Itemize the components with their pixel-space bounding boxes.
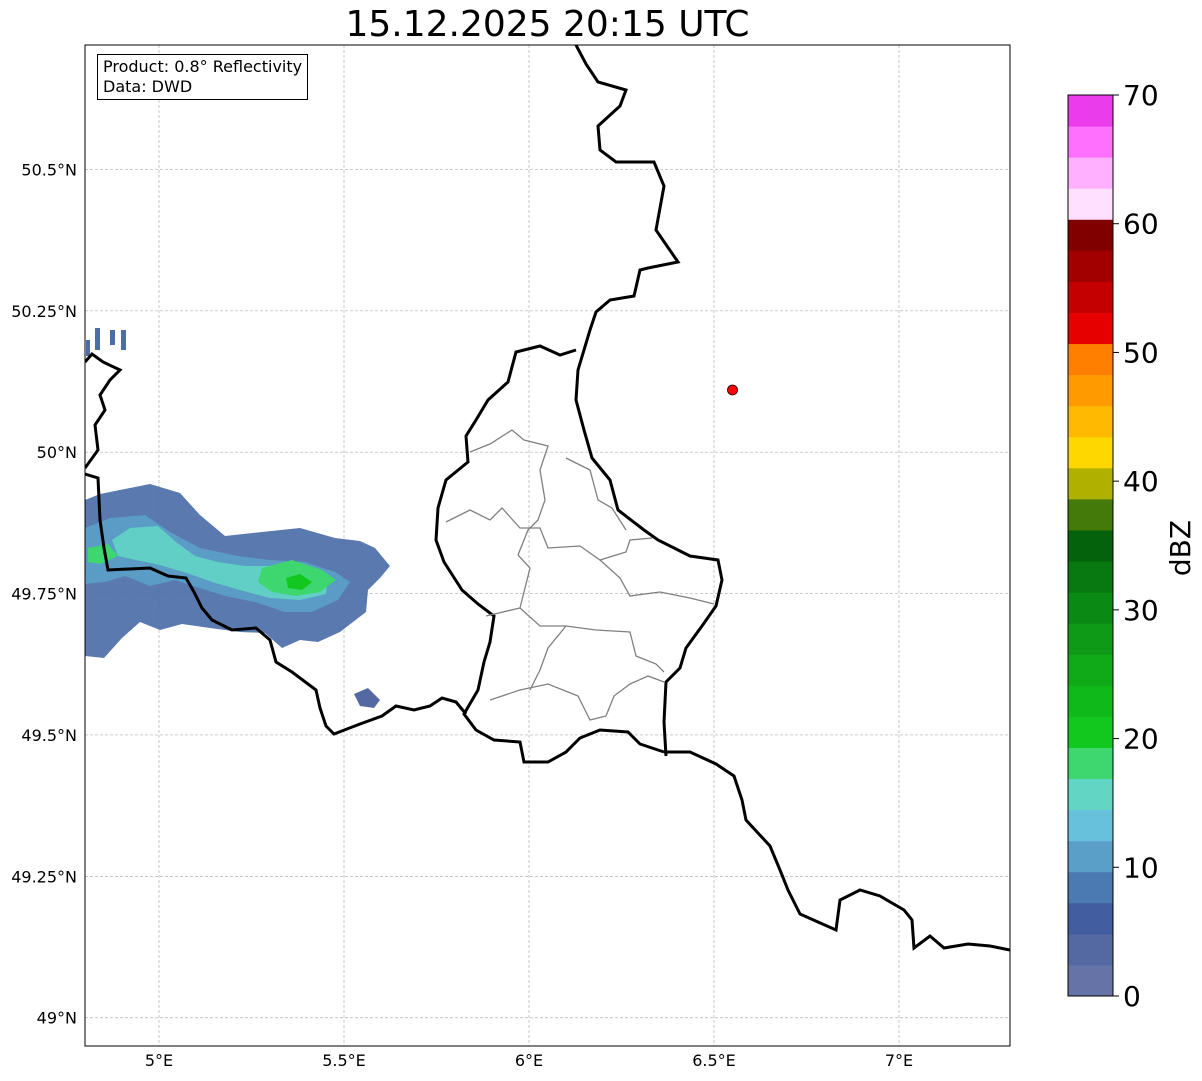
colorbar-tick-label: 20 bbox=[1123, 723, 1159, 756]
colorbar-swatch bbox=[1068, 685, 1113, 717]
lon-tick-label: 5.5°E bbox=[322, 1051, 366, 1070]
colorbar-label: dBZ bbox=[1164, 520, 1197, 576]
colorbar-swatch bbox=[1068, 561, 1113, 593]
colorbar-swatch bbox=[1068, 374, 1113, 407]
echo-speckle bbox=[286, 574, 312, 590]
colorbar-swatch bbox=[1068, 250, 1113, 282]
colorbar-swatch bbox=[1068, 281, 1113, 313]
colorbar-tick-label: 60 bbox=[1123, 208, 1159, 241]
colorbar-swatch bbox=[1068, 716, 1113, 748]
product-info-box: Product: 0.8° Reflectivity Data: DWD bbox=[97, 54, 309, 100]
colorbar-swatch bbox=[1068, 157, 1113, 189]
reflectivity-echoes bbox=[85, 328, 390, 708]
colorbar-tick-label: 0 bbox=[1123, 980, 1141, 1013]
colorbar-swatch bbox=[1068, 778, 1113, 811]
echo-patch-south bbox=[354, 688, 380, 708]
colorbar-swatch bbox=[1068, 405, 1113, 438]
colorbar-swatch bbox=[1068, 840, 1113, 873]
colorbar-swatch bbox=[1068, 188, 1113, 220]
source-label: Data: DWD bbox=[103, 77, 193, 96]
borders-layer bbox=[85, 45, 1010, 952]
echo-core-green-2 bbox=[88, 544, 118, 564]
colorbar-swatch bbox=[1068, 623, 1113, 655]
national-border-germany bbox=[574, 45, 724, 757]
colorbar-swatch bbox=[1068, 95, 1113, 127]
national-border-southeast bbox=[664, 750, 1010, 952]
longitude-tick-labels: 5°E 5.5°E 6°E 6.5°E 7°E bbox=[145, 1051, 913, 1070]
lat-tick-label: 50.5°N bbox=[21, 160, 77, 179]
national-border-west bbox=[85, 351, 123, 469]
colorbar-swatch bbox=[1068, 592, 1113, 624]
echo-patch-north-1 bbox=[86, 328, 126, 356]
colorbar-swatch bbox=[1068, 809, 1113, 842]
lat-tick-label: 49.25°N bbox=[11, 867, 77, 886]
colorbar-swatch bbox=[1068, 467, 1113, 500]
colorbar-swatch bbox=[1068, 436, 1113, 469]
colorbar-swatch bbox=[1068, 654, 1113, 686]
radar-site-marker bbox=[727, 384, 738, 396]
map-frame bbox=[84, 44, 1011, 1047]
colorbar-swatch bbox=[1068, 747, 1113, 780]
colorbar-swatch bbox=[1068, 219, 1113, 251]
lat-tick-label: 49.5°N bbox=[21, 726, 77, 745]
colorbar-frame bbox=[1067, 94, 1114, 997]
colorbar-swatch bbox=[1068, 902, 1113, 935]
colorbar-swatch bbox=[1068, 498, 1113, 531]
latitude-tick-labels: 50.5°N 50.25°N 50°N 49.75°N 49.5°N 49.25°N 49°… bbox=[11, 160, 77, 1027]
lon-tick-label: 6°E bbox=[515, 1051, 543, 1070]
colorbar-tick-label: 70 bbox=[1123, 79, 1159, 112]
colorbar-swatch bbox=[1068, 529, 1113, 562]
product-label: Product: 0.8° Reflectivity bbox=[103, 57, 303, 76]
colorbar-swatch bbox=[1068, 933, 1113, 966]
lat-tick-label: 50.25°N bbox=[11, 302, 77, 321]
map-title: 15.12.2025 20:15 UTC bbox=[345, 4, 750, 45]
colorbar-swatch bbox=[1068, 343, 1113, 376]
region-boundaries bbox=[445, 429, 715, 721]
lon-tick-label: 7°E bbox=[885, 1051, 913, 1070]
colorbar-tick-label: 40 bbox=[1123, 465, 1159, 498]
colorbar-swatch bbox=[1068, 312, 1113, 345]
lon-tick-label: 5°E bbox=[145, 1051, 173, 1070]
colorbar-ticks: 0 10 20 30 40 50 60 70 bbox=[1113, 79, 1159, 1013]
lon-tick-label: 6.5°E bbox=[692, 1051, 736, 1070]
colorbar-swatch bbox=[1068, 964, 1113, 997]
colorbar-tick-label: 50 bbox=[1123, 336, 1159, 369]
lat-tick-label: 49.75°N bbox=[11, 585, 77, 604]
colorbar-tick-label: 10 bbox=[1123, 851, 1159, 884]
lat-tick-label: 50°N bbox=[37, 443, 77, 462]
national-border-france-belgium bbox=[85, 472, 468, 736]
colorbar-tick-label: 30 bbox=[1123, 594, 1159, 627]
colorbar-swatch bbox=[1068, 126, 1113, 158]
lat-tick-label: 49°N bbox=[37, 1009, 77, 1028]
colorbar bbox=[1068, 95, 1113, 997]
colorbar-swatch bbox=[1068, 871, 1113, 904]
national-border-luxembourg bbox=[434, 344, 665, 764]
